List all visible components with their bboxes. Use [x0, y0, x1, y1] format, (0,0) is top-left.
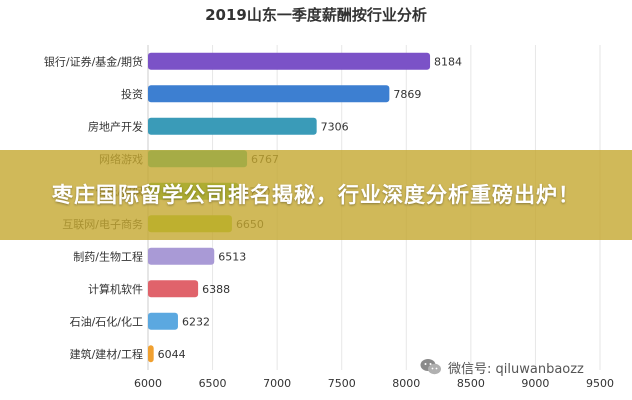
value-label: 6232 [182, 315, 210, 328]
x-tick-label: 9000 [521, 377, 549, 390]
bar [148, 85, 390, 103]
x-tick-label: 9500 [586, 377, 614, 390]
watermark-text: 微信号: qiluwanbaozz [448, 361, 584, 377]
watermark: 微信号: qiluwanbaozz [420, 356, 584, 378]
chart-title: 2019山东一季度薪酬按行业分析 [205, 6, 427, 24]
x-axis-ticks: 6000 6500 7000 7500 8000 8500 9000 9500 [134, 377, 614, 390]
category-label: 建筑/建材/工程 [70, 347, 143, 361]
headline-text: 枣庄国际留学公司排名揭秘，行业深度分析重磅出炉！ [52, 182, 580, 207]
category-label: 房地产开发 [88, 119, 143, 133]
headline-banner: 枣庄国际留学公司排名揭秘，行业深度分析重磅出炉！ [0, 150, 632, 240]
bar [148, 52, 431, 70]
bar [148, 280, 199, 298]
wechat-icon [420, 359, 441, 375]
bar [148, 312, 178, 330]
x-tick-label: 6000 [134, 377, 162, 390]
value-label: 6388 [202, 283, 230, 296]
category-label: 计算机软件 [88, 282, 143, 296]
x-tick-label: 8000 [392, 377, 420, 390]
bar [148, 247, 215, 265]
x-tick-label: 7000 [263, 377, 291, 390]
x-tick-label: 6500 [199, 377, 227, 390]
bar [148, 117, 317, 135]
value-label: 7306 [321, 120, 349, 133]
category-label: 投资 [121, 87, 143, 101]
x-tick-label: 7500 [328, 377, 356, 390]
category-label: 制药/生物工程 [73, 249, 143, 263]
value-label: 6513 [218, 250, 246, 263]
value-label: 7869 [393, 88, 421, 101]
bar [148, 345, 154, 363]
value-label: 6044 [158, 348, 186, 361]
x-tick-label: 8500 [457, 377, 485, 390]
category-label: 石油/石化/化工 [70, 314, 143, 328]
category-label: 银行/证券/基金/期货 [44, 54, 143, 68]
value-label: 8184 [434, 55, 462, 68]
